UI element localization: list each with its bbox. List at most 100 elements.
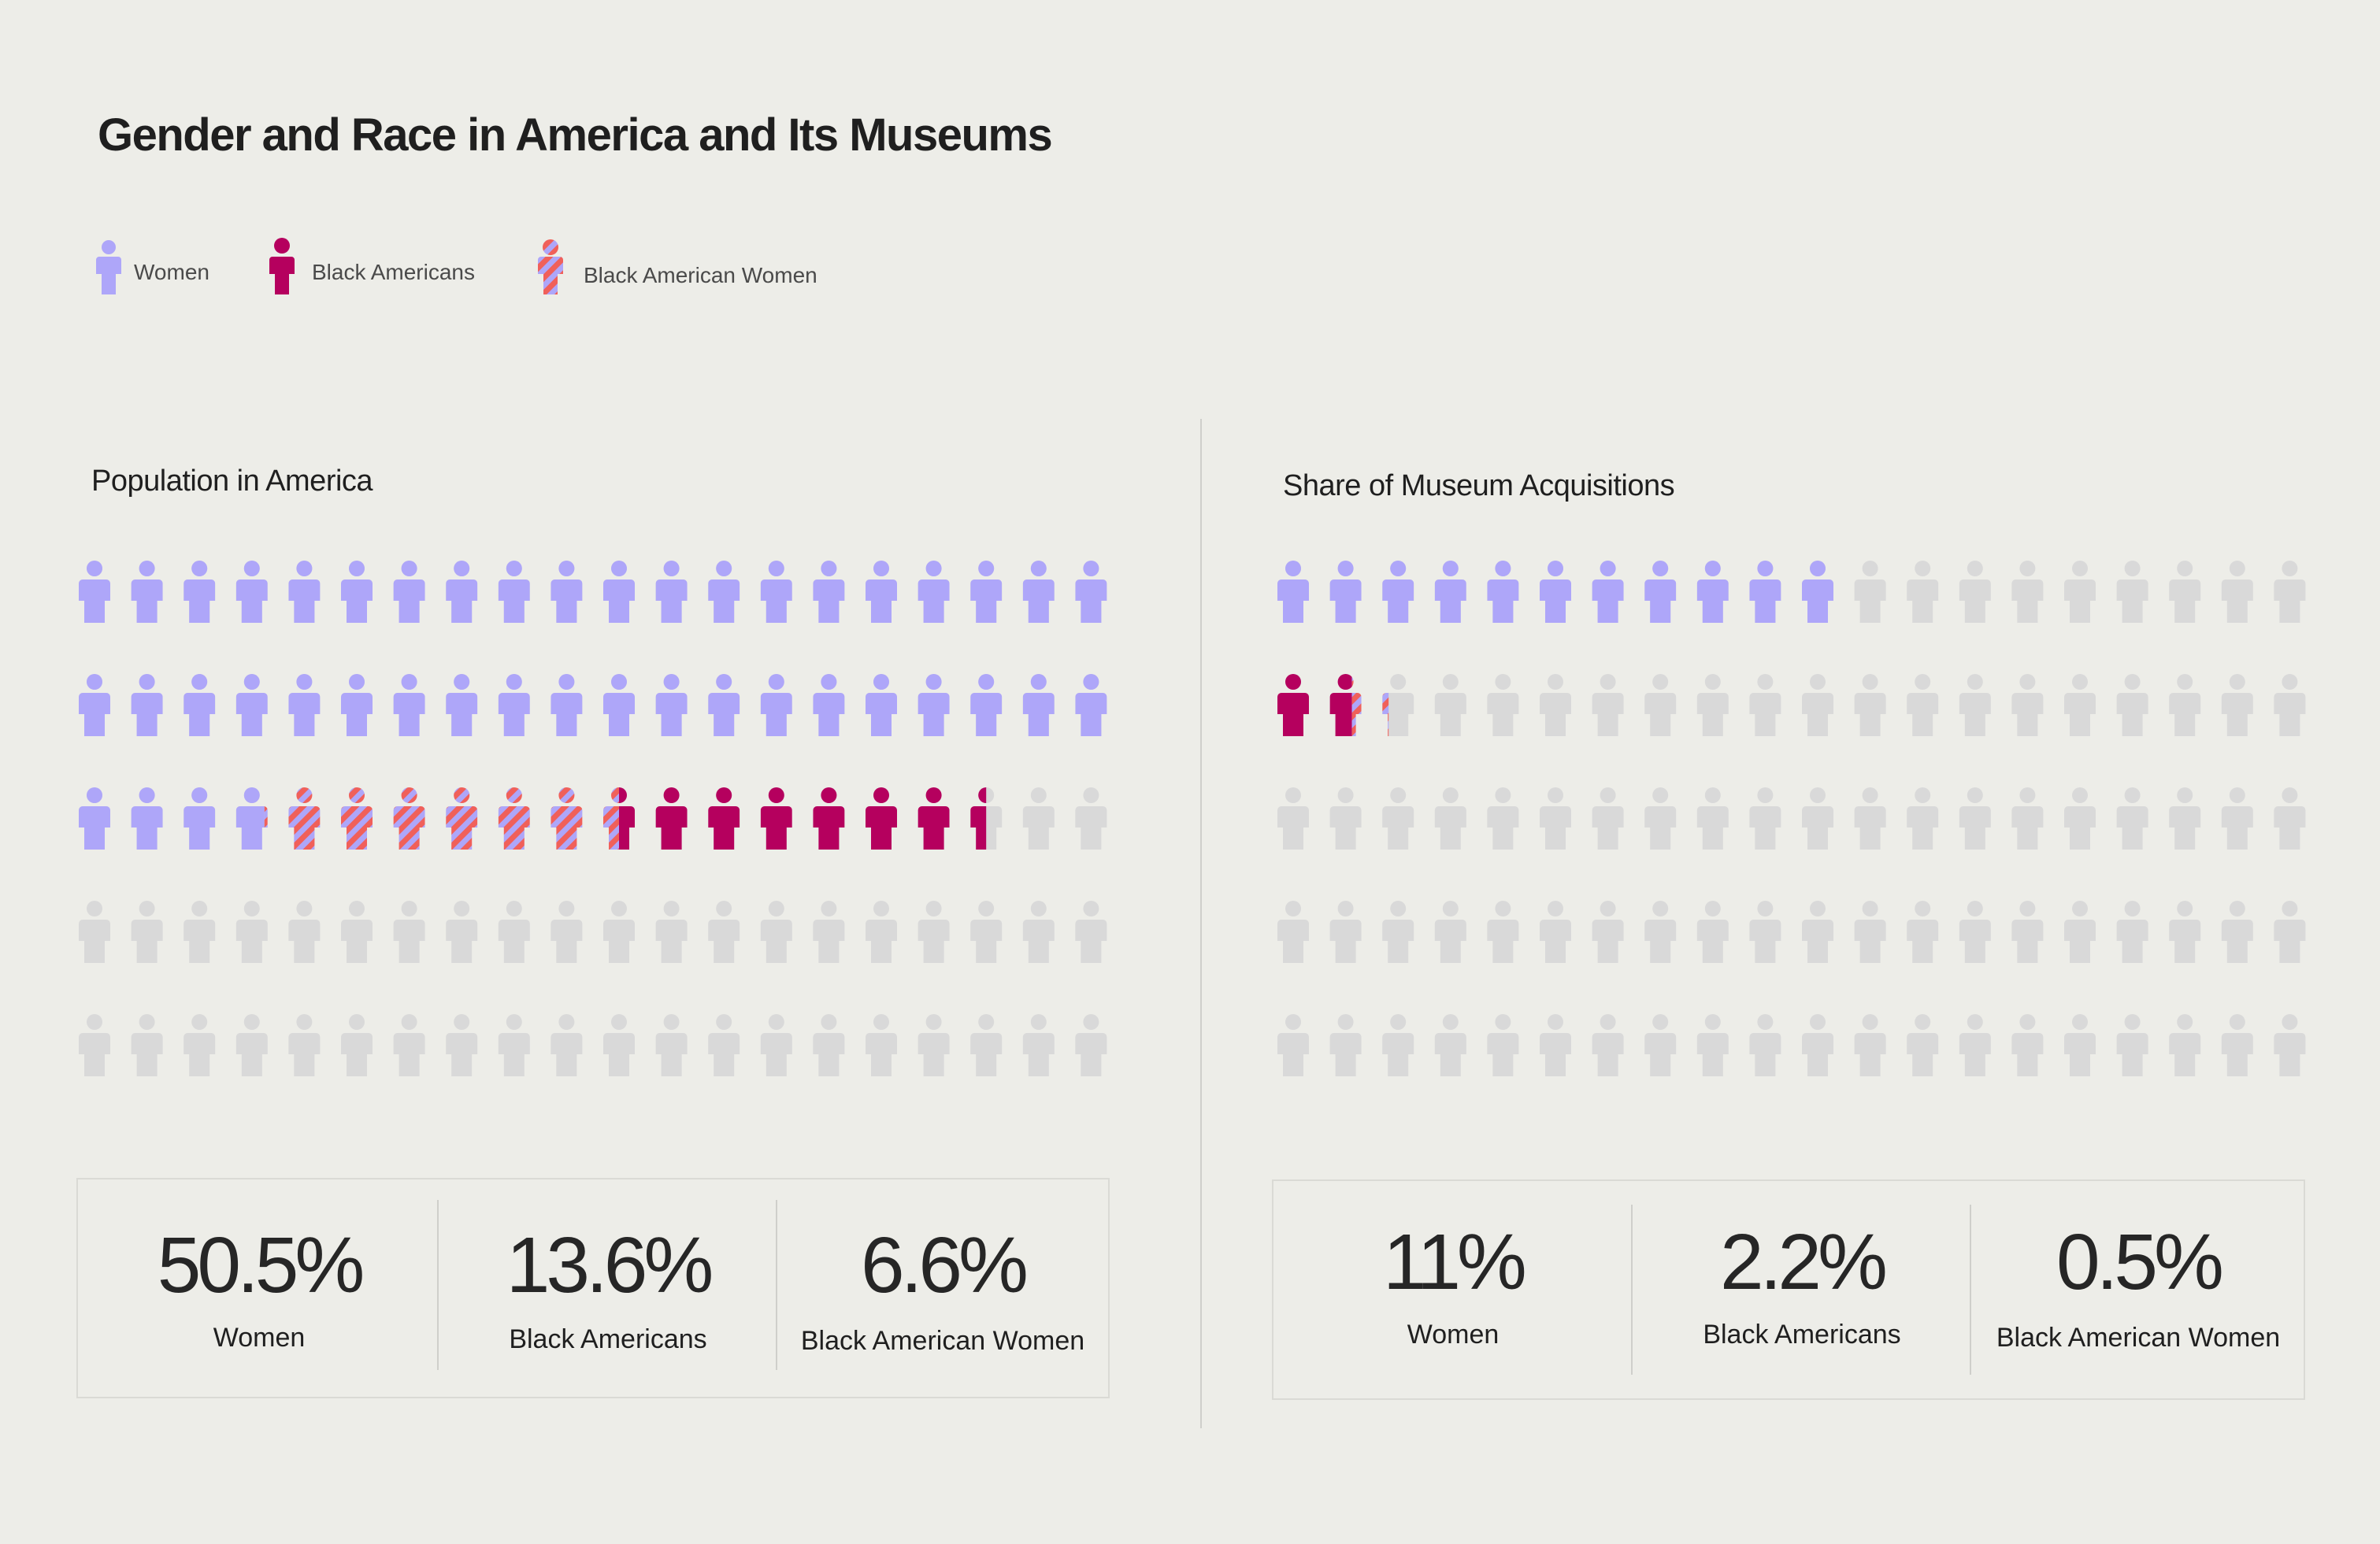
person-icon: [970, 561, 1003, 623]
person-icon: [2116, 561, 2148, 623]
person-icon: [551, 561, 583, 623]
stat-separator: [437, 1200, 439, 1370]
person-icon: [1802, 674, 1833, 736]
person-icon: [1277, 901, 1309, 963]
person-icon: [184, 787, 216, 850]
person-icon: [1075, 787, 1107, 850]
person-icon: [2011, 674, 2044, 736]
person-icon: [1644, 674, 1677, 736]
person-icon: [2064, 787, 2096, 850]
person-icon: [131, 674, 163, 736]
person-icon: [551, 1014, 583, 1076]
person-icon: [708, 1014, 740, 1076]
stat-value: 0.5%: [2056, 1218, 2224, 1306]
stat-black-american-women-population: 6.6% Black American Women: [777, 1179, 1108, 1397]
person-icon: [708, 787, 740, 850]
person-icon: [2274, 561, 2306, 623]
person-icon: [1644, 1014, 1677, 1076]
person-icon: [1854, 787, 1886, 850]
person-icon: [2274, 1014, 2306, 1076]
person-icon: [760, 1014, 792, 1076]
person-icon: [1802, 901, 1833, 963]
person-icon: [498, 787, 530, 850]
person-icon: [1696, 787, 1729, 850]
person-icon: [1592, 901, 1624, 963]
person-icon: [393, 674, 425, 736]
person-icon: [1329, 787, 1362, 850]
stat-value: 6.6%: [861, 1221, 1029, 1309]
person-icon: [1434, 561, 1466, 623]
person-icon: [1540, 787, 1571, 850]
person-icon: [1075, 1014, 1107, 1076]
person-icon: [2169, 561, 2201, 623]
person-icon: [341, 901, 373, 963]
person-icon: [1487, 787, 1519, 850]
person-icon: [235, 787, 268, 850]
person-icon: [1802, 561, 1833, 623]
person-icon: [1434, 674, 1466, 736]
person-icon: [1487, 901, 1519, 963]
person-icon: [446, 787, 478, 850]
black-american-women-person-icon: [538, 239, 563, 294]
person-icon: [131, 1014, 163, 1076]
person-icon: [760, 561, 792, 623]
person-icon: [1907, 1014, 1939, 1076]
person-icon: [813, 561, 845, 623]
person-icon: [2221, 787, 2253, 850]
person-icon: [1540, 1014, 1571, 1076]
person-icon: [1382, 901, 1414, 963]
person-icon: [2064, 561, 2096, 623]
person-icon: [1854, 561, 1886, 623]
person-icon: [1434, 901, 1466, 963]
person-icon: [1592, 561, 1624, 623]
person-icon: [184, 1014, 216, 1076]
person-icon: [603, 561, 635, 623]
stat-value: 50.5%: [157, 1221, 365, 1309]
person-icon: [1075, 561, 1107, 623]
person-icon: [2169, 1014, 2201, 1076]
person-icon: [131, 901, 163, 963]
person-icon: [603, 787, 635, 850]
person-icon: [1382, 561, 1414, 623]
person-icon: [341, 561, 373, 623]
person-icon: [1749, 674, 1781, 736]
person-icon: [970, 787, 1003, 850]
person-icon: [918, 1014, 950, 1076]
person-icon: [603, 674, 635, 736]
person-icon: [603, 1014, 635, 1076]
legend-label-black-american-women: Black American Women: [584, 263, 817, 287]
person-icon: [1022, 674, 1055, 736]
person-icon: [1434, 787, 1466, 850]
person-icon: [2064, 1014, 2096, 1076]
person-icon: [1907, 787, 1939, 850]
person-icon: [235, 1014, 268, 1076]
stat-label: Women: [213, 1323, 306, 1353]
person-icon: [2011, 901, 2044, 963]
person-icon: [1540, 674, 1571, 736]
stat-label: Black American Women: [800, 1326, 1085, 1356]
person-icon: [2116, 1014, 2148, 1076]
stat-value: 2.2%: [1720, 1218, 1888, 1306]
person-icon: [498, 561, 530, 623]
person-icon: [1644, 561, 1677, 623]
person-icon: [813, 901, 845, 963]
stat-women-population: 50.5% Women: [78, 1179, 440, 1397]
person-icon: [1907, 901, 1939, 963]
person-icon: [235, 674, 268, 736]
person-icon: [813, 787, 845, 850]
person-icon: [2274, 901, 2306, 963]
person-icon: [1329, 674, 1362, 736]
person-icon: [1592, 1014, 1624, 1076]
person-icon: [235, 561, 268, 623]
person-icon: [1434, 1014, 1466, 1076]
person-icon: [1075, 901, 1107, 963]
stat-label: Black Americans: [1703, 1320, 1901, 1350]
acquisitions-pictogram: [1277, 561, 2306, 1076]
person-icon: [2011, 787, 2044, 850]
person-icon: [498, 1014, 530, 1076]
population-stats-box: 50.5% Women 13.6% Black Americans 6.6% B…: [76, 1178, 1110, 1398]
person-icon: [655, 561, 688, 623]
person-icon: [393, 1014, 425, 1076]
stat-separator: [1631, 1205, 1633, 1375]
person-icon: [131, 787, 163, 850]
